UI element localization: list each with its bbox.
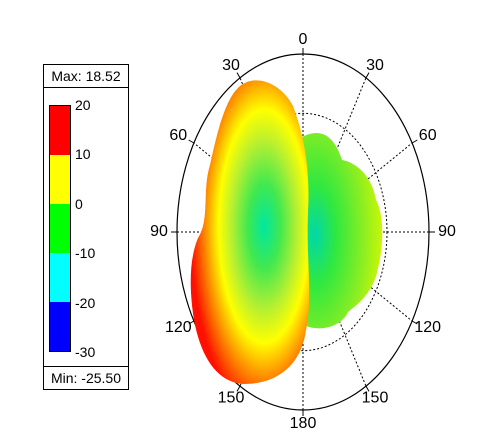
angle-label: 150: [362, 389, 389, 406]
angle-label: 0: [299, 31, 308, 48]
legend-color-bar: [49, 105, 71, 352]
radiation-lobe-left: [190, 80, 310, 384]
polar-tick: [365, 385, 370, 392]
angle-label: 180: [290, 415, 317, 432]
angle-label: 150: [218, 389, 245, 406]
angle-label: 60: [169, 127, 187, 144]
angle-label: 30: [222, 57, 240, 74]
legend-tick-label: -20: [75, 294, 96, 311]
angle-label: 120: [165, 319, 192, 336]
legend-band-3: [50, 253, 70, 302]
angle-label: 90: [438, 223, 456, 240]
polar-spoke: [302, 231, 413, 322]
legend-tick-label: -30: [75, 344, 96, 360]
angle-label: 90: [150, 223, 168, 240]
legend-tick-label: 10: [75, 146, 91, 163]
angle-label: 60: [419, 127, 437, 144]
polar-tick: [188, 320, 195, 325]
legend-tick-label: -10: [75, 245, 96, 262]
legend-band-4: [50, 302, 70, 351]
legend-max-label: Max: 18.52: [44, 65, 128, 88]
legend-tick-label: 20: [75, 97, 91, 113]
color-legend: Max: 18.52 20 10 0 -10 -20 -30 Min: -25.50: [43, 64, 129, 390]
angle-label: 30: [366, 57, 384, 74]
polar-spoke: [302, 142, 413, 233]
polar-tick: [188, 139, 195, 144]
polar-tick: [236, 385, 241, 392]
legend-band-2: [50, 204, 70, 253]
polar-angle-labels: 0 30 60 90 120 150 180 150 120 90 60 30: [150, 31, 456, 432]
radiation-lobe-right: [298, 133, 383, 329]
legend-band-0: [50, 106, 70, 155]
polar-tick: [411, 139, 418, 144]
legend-min-label: Min: -25.50: [44, 366, 128, 389]
angle-label: 120: [414, 319, 441, 336]
polar-tick: [236, 72, 241, 79]
legend-tick-label: 0: [75, 195, 83, 212]
polar-tick: [411, 320, 418, 325]
polar-tick: [365, 72, 370, 79]
legend-band-1: [50, 155, 70, 204]
